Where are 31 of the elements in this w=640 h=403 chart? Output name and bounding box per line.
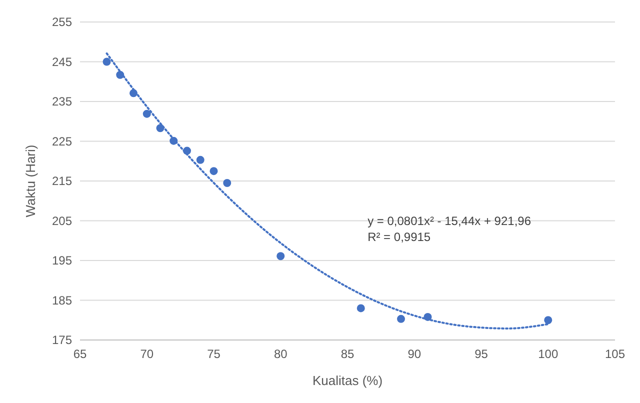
y-tick-label: 255 <box>52 15 72 29</box>
x-tick-label: 85 <box>340 347 354 361</box>
point <box>544 316 552 324</box>
x-tick-label: 95 <box>474 347 488 361</box>
x-tick-label: 80 <box>274 347 288 361</box>
point <box>276 252 285 260</box>
x-tick-label: 90 <box>408 347 422 361</box>
point <box>102 58 111 66</box>
point <box>223 178 232 187</box>
x-axis-title: Kualitas (%) <box>312 373 383 388</box>
y-tick-label: 235 <box>52 94 72 108</box>
x-tick-label: 75 <box>207 347 221 361</box>
y-tick-label: 205 <box>52 214 72 228</box>
y-axis-title: Waktu (Hari) <box>23 144 38 218</box>
annotation: y = 0,0801x² - 15,44x + 921,96 <box>368 214 532 228</box>
annotation: R² = 0,9915 <box>368 230 431 244</box>
y-tick-label: 185 <box>52 293 72 308</box>
x-tick-label: 105 <box>604 347 626 361</box>
y-tick-label: 215 <box>52 174 72 188</box>
y-tick-label: 175 <box>52 333 72 347</box>
y-tick-label: 245 <box>52 54 72 69</box>
x-tick-label: 70 <box>140 347 154 361</box>
y-tick-label: 225 <box>52 134 72 148</box>
x-tick-label: 100 <box>538 347 558 361</box>
y-tick-label: 195 <box>52 254 72 268</box>
point <box>210 167 218 176</box>
x-tick-label: 65 <box>73 347 87 361</box>
point <box>142 110 151 118</box>
point <box>397 314 405 323</box>
point <box>196 156 204 164</box>
point <box>356 304 365 312</box>
